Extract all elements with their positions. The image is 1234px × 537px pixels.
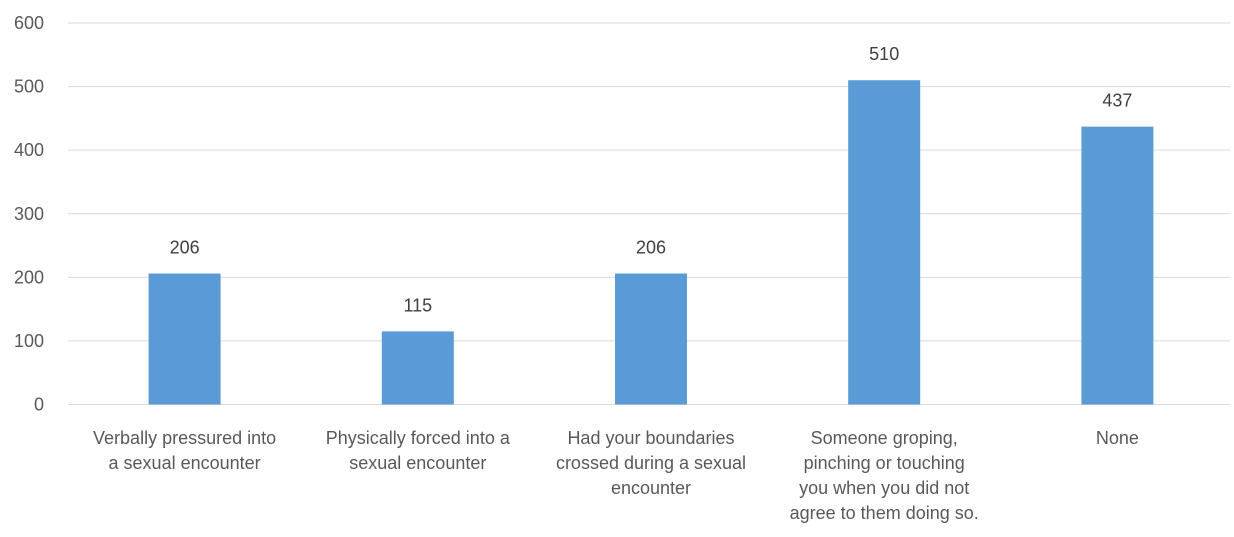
y-tick-label: 600 bbox=[14, 13, 44, 33]
category-label: Physically forced into a sexual encounter bbox=[326, 428, 511, 473]
data-label: 206 bbox=[170, 238, 200, 258]
data-label: 437 bbox=[1102, 91, 1132, 111]
y-tick-label: 0 bbox=[34, 395, 44, 415]
category-label: Someone groping, pinching or touching you … bbox=[790, 428, 979, 523]
bar bbox=[148, 273, 221, 405]
data-labels: 206 115 206 510 437 bbox=[170, 44, 1133, 315]
bar bbox=[615, 273, 687, 405]
category-label: Had your boundaries crossed during a sexu… bbox=[556, 428, 746, 498]
data-label: 510 bbox=[869, 44, 899, 64]
bar bbox=[381, 331, 454, 405]
bar bbox=[848, 80, 921, 405]
data-label: 206 bbox=[636, 238, 666, 258]
y-tick-label: 200 bbox=[14, 267, 44, 287]
category-label: Verbally pressured into a sexual encounte… bbox=[93, 428, 276, 473]
y-tick-label: 300 bbox=[14, 204, 44, 224]
bar bbox=[1081, 126, 1154, 405]
bars bbox=[148, 80, 1154, 405]
x-axis-category-labels: Verbally pressured into a sexual encounte… bbox=[93, 428, 1139, 523]
data-label: 115 bbox=[403, 295, 432, 315]
y-tick-label: 500 bbox=[14, 77, 44, 97]
y-axis-tick-labels: 0 100 200 300 400 500 600 bbox=[14, 13, 44, 415]
category-label: None bbox=[1096, 428, 1139, 448]
y-tick-label: 400 bbox=[14, 140, 44, 160]
y-tick-label: 100 bbox=[14, 331, 44, 351]
